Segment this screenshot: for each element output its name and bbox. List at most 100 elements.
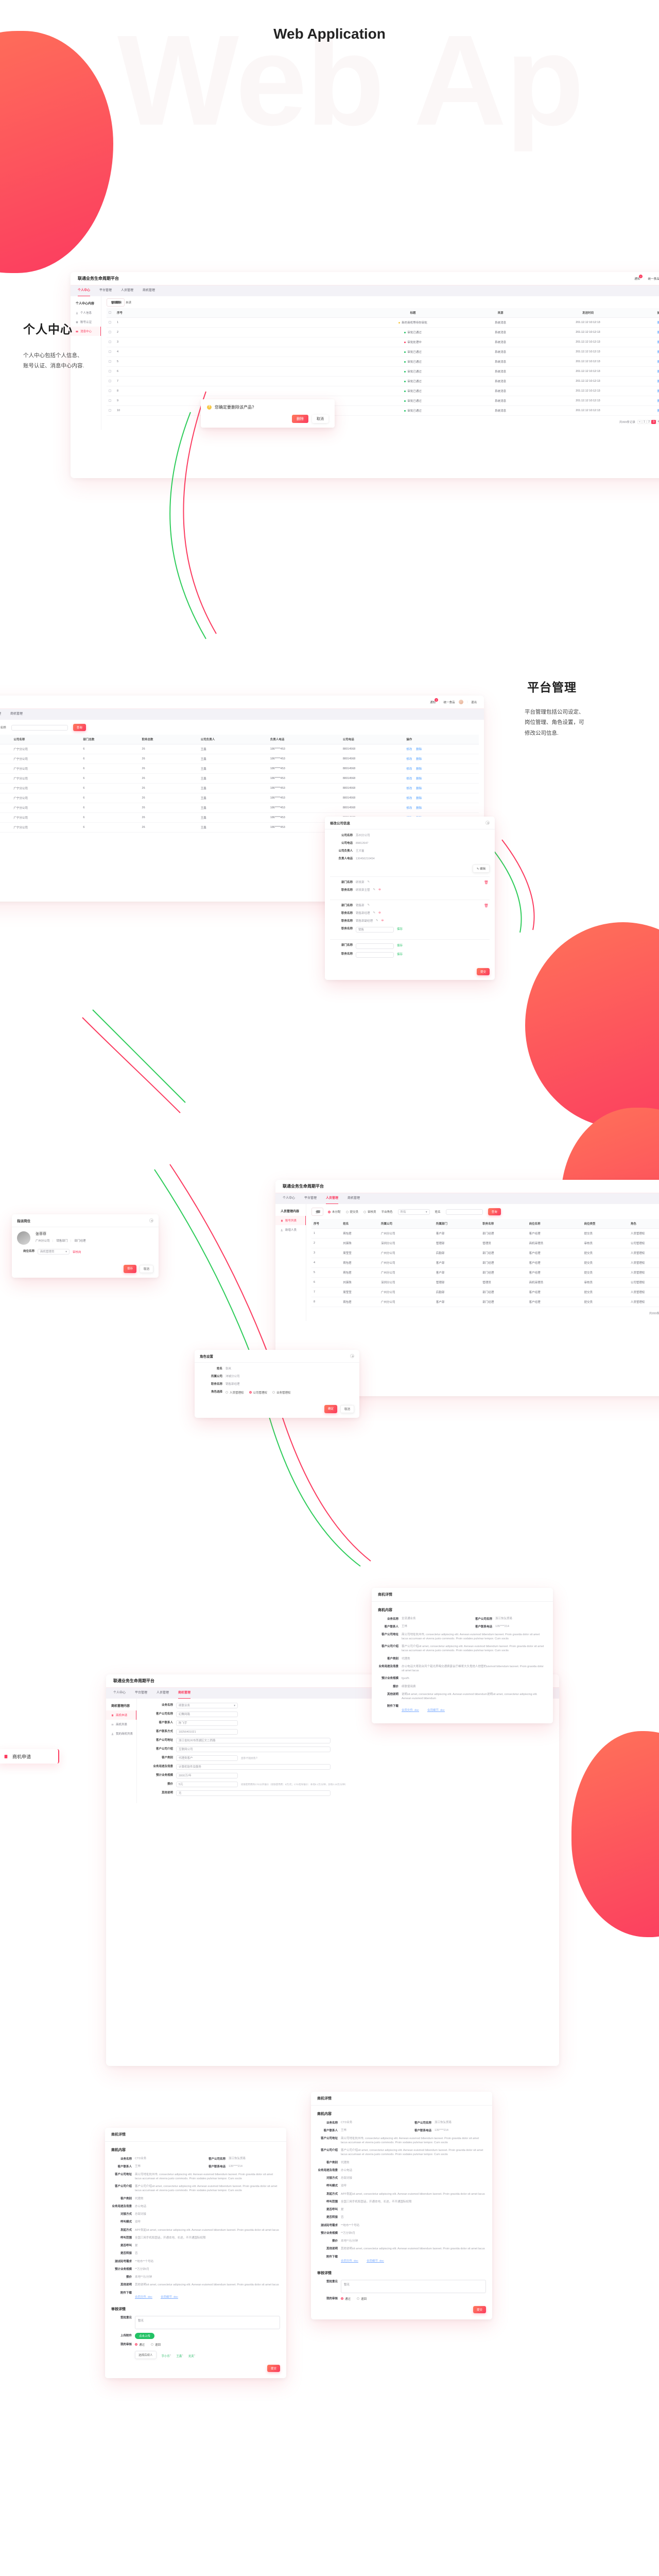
pencil-icon[interactable]: ✎ bbox=[376, 919, 378, 922]
edit-link[interactable]: 修改 bbox=[406, 777, 412, 781]
picked-tag[interactable]: 龙武× bbox=[188, 2353, 196, 2358]
radio-unassigned[interactable]: 未分配 bbox=[328, 1210, 341, 1214]
remove-tag-icon[interactable]: × bbox=[170, 2353, 171, 2356]
cell-action[interactable]: 修改 删除 bbox=[404, 744, 479, 754]
opinion-textarea[interactable]: 暂无 bbox=[135, 2315, 280, 2329]
table-row[interactable]: 8 审批已通过 系统消息 201.12.12 10:12:13 删除 bbox=[107, 386, 659, 396]
checkbox-icon[interactable] bbox=[109, 379, 111, 382]
role-choice[interactable]: 公司管理权 bbox=[249, 1391, 267, 1395]
row-checkbox-cell[interactable] bbox=[107, 327, 115, 337]
tab-personal-center[interactable]: 个人中心 bbox=[78, 285, 91, 296]
delete-link[interactable]: 删除 bbox=[416, 777, 422, 781]
edit-link[interactable]: 修改 bbox=[406, 748, 412, 751]
attachment-link[interactable]: 合同文件. doc bbox=[341, 2259, 358, 2263]
table-row[interactable]: 9 审批已通过 系统消息 201.12.12 10:12:13 删除 bbox=[107, 396, 659, 406]
trash-icon[interactable]: 🗑 bbox=[484, 904, 489, 908]
delete-link[interactable]: 删除 bbox=[657, 400, 659, 403]
form-select[interactable]: 续联业务 ▾ bbox=[176, 1703, 238, 1708]
radio-submitter[interactable]: 提交员 bbox=[345, 1210, 358, 1214]
table-row[interactable]: 2 刘瑛珠 深圳分公司 管理部 管理员 商机审理员 审核员 公司管理权 修改 bbox=[311, 1238, 659, 1248]
name-input[interactable] bbox=[445, 1209, 483, 1215]
cell-action[interactable]: 删除 bbox=[637, 347, 659, 357]
logout-button[interactable]: 退出 bbox=[471, 701, 477, 704]
table-row[interactable]: 1 广宁分公司 6 26 王鑫 186*****453 88014568 修改 删… bbox=[0, 744, 479, 754]
form-input[interactable]: 18256401021 bbox=[176, 1729, 238, 1735]
user-name[interactable]: 统一食品 bbox=[648, 277, 659, 281]
attachment-link[interactable]: 合同细节. doc bbox=[366, 2259, 384, 2263]
picked-tag[interactable]: 王鑫× bbox=[176, 2353, 183, 2358]
edit-link[interactable]: 修改 bbox=[406, 807, 412, 810]
tab-staff-management[interactable]: 人员管理 bbox=[326, 1193, 339, 1204]
edit-link[interactable]: 修改 bbox=[406, 758, 412, 761]
cell-action[interactable]: 删除 bbox=[637, 327, 659, 337]
avatar[interactable] bbox=[458, 700, 463, 704]
delete-link[interactable]: 删除 bbox=[416, 797, 422, 800]
table-row[interactable]: 5 审批已通过 系统消息 201.12.12 10:12:13 删除 bbox=[107, 357, 659, 367]
pagination-page[interactable]: 2 bbox=[647, 420, 652, 424]
notification-icon[interactable]: 通知 2 bbox=[634, 274, 643, 281]
table-row[interactable]: 4 蒋怡君 广州分公司 客户部 部门经理 客户经理 提交员 人员管理权 修改 bbox=[311, 1258, 659, 1268]
table-row[interactable]: 6 审批已通过 系统消息 201.12.12 10:12:13 删除 bbox=[107, 366, 659, 377]
submit-button[interactable]: 提交 bbox=[476, 968, 490, 975]
batch-delete-button[interactable]: 🗑 批量删除 bbox=[107, 298, 125, 307]
form-input[interactable]: 浙江省杭州市西湖区文二西路 bbox=[176, 1738, 331, 1743]
sidebar-item-personal-info[interactable]: 个人信息 bbox=[71, 308, 101, 317]
save-post-link[interactable]: 保存 bbox=[397, 953, 403, 956]
edit-link[interactable]: 修改 bbox=[406, 787, 412, 790]
checkbox-icon[interactable] bbox=[109, 360, 111, 363]
table-row[interactable]: 4 审批已通过 系统消息 201.12.12 10:12:13 删除 bbox=[107, 347, 659, 357]
attachment-link[interactable]: 合同文件. doc bbox=[135, 2295, 152, 2299]
select-all-header[interactable] bbox=[107, 308, 115, 318]
remove-icon[interactable]: ⊖ bbox=[378, 888, 381, 891]
delete-link[interactable]: 删除 bbox=[657, 321, 659, 325]
checkbox-icon[interactable] bbox=[109, 399, 111, 402]
cell-action[interactable]: 修改 删除 bbox=[404, 803, 479, 813]
sidebar-item-my-opportunity-list[interactable]: 我的商机列表 bbox=[106, 1729, 136, 1738]
sidebar-item-account-list[interactable]: 账号列表 bbox=[275, 1216, 306, 1225]
delete-link[interactable]: 删除 bbox=[416, 748, 422, 751]
tab-platform-management[interactable]: 平台管理 bbox=[304, 1197, 317, 1200]
cell-action[interactable]: 修改 删除 bbox=[404, 793, 479, 803]
table-row[interactable]: 5 广宁分公司 6 26 王鑫 186*****453 88014568 修改 删… bbox=[0, 783, 479, 793]
table-row[interactable]: 10 审批已通过 系统消息 201.12.12 10:12:13 删除 bbox=[107, 405, 659, 416]
row-checkbox-cell[interactable] bbox=[107, 396, 115, 406]
sidebar-item-opportunity-apply[interactable]: 商机申请 bbox=[106, 1710, 136, 1720]
cell-action[interactable]: 删除 bbox=[637, 376, 659, 386]
cell-action[interactable]: 删除 bbox=[637, 386, 659, 396]
tab-opportunity-management[interactable]: 商机管理 bbox=[10, 713, 23, 716]
attachment-link[interactable]: 合同细节. doc bbox=[160, 2295, 178, 2299]
table-row[interactable]: 2 广宁分公司 6 26 王鑫 186*****453 88014568 修改 删… bbox=[0, 754, 479, 764]
table-row[interactable]: 3 广宁分公司 6 26 王鑫 186*****453 88014568 修改 删… bbox=[0, 764, 479, 774]
row-checkbox-cell[interactable] bbox=[107, 317, 115, 328]
close-icon[interactable] bbox=[485, 821, 490, 825]
opinion-textarea[interactable]: 暂无 bbox=[341, 2279, 486, 2293]
tab-staff-management[interactable]: 人员管理 bbox=[121, 289, 134, 292]
sidebar-item-add-staff[interactable]: 新增人员 bbox=[275, 1225, 306, 1234]
row-checkbox-cell[interactable] bbox=[107, 366, 115, 377]
form-input[interactable]: 5元 bbox=[176, 1782, 238, 1787]
remove-tag-icon[interactable]: × bbox=[182, 2353, 183, 2356]
delete-link[interactable]: 删除 bbox=[657, 331, 659, 334]
table-row[interactable]: 7 审批已通过 系统消息 201.12.12 10:12:13 删除 bbox=[107, 376, 659, 386]
cell-action[interactable]: 修改 删除 bbox=[404, 764, 479, 774]
table-row[interactable]: 3 审批处理中 系统消息 201.12.12 10:12:13 删除 bbox=[107, 337, 659, 347]
delete-link[interactable]: 删除 bbox=[657, 380, 659, 383]
checkbox-icon[interactable] bbox=[109, 350, 111, 353]
sidebar-item-opportunity-list[interactable]: 商机列表 bbox=[106, 1720, 136, 1729]
edit-button[interactable]: ✎ 编辑 bbox=[472, 865, 490, 873]
cancel-button[interactable]: 取消 bbox=[340, 1405, 354, 1413]
form-input[interactable]: 计算机软件及服务 bbox=[176, 1764, 331, 1770]
picked-tag[interactable]: 字小乐× bbox=[161, 2353, 171, 2358]
edit-link[interactable]: 修改 bbox=[406, 768, 412, 771]
tab-opportunity-management[interactable]: 商机管理 bbox=[143, 289, 155, 292]
form-input[interactable]: 无 bbox=[176, 1790, 331, 1796]
radio-return[interactable]: 退回 bbox=[151, 2343, 161, 2347]
attachment-link[interactable]: 合同文件. doc bbox=[402, 1709, 419, 1713]
delete-link[interactable]: 删除 bbox=[416, 807, 422, 810]
row-checkbox-cell[interactable] bbox=[107, 405, 115, 416]
cell-action[interactable]: 删除 bbox=[637, 396, 659, 406]
delete-link[interactable]: 删除 bbox=[657, 370, 659, 374]
form-input[interactable]: 互联网公司 bbox=[176, 1747, 331, 1752]
row-checkbox-cell[interactable] bbox=[107, 386, 115, 396]
delete-link[interactable]: 删除 bbox=[657, 341, 659, 344]
